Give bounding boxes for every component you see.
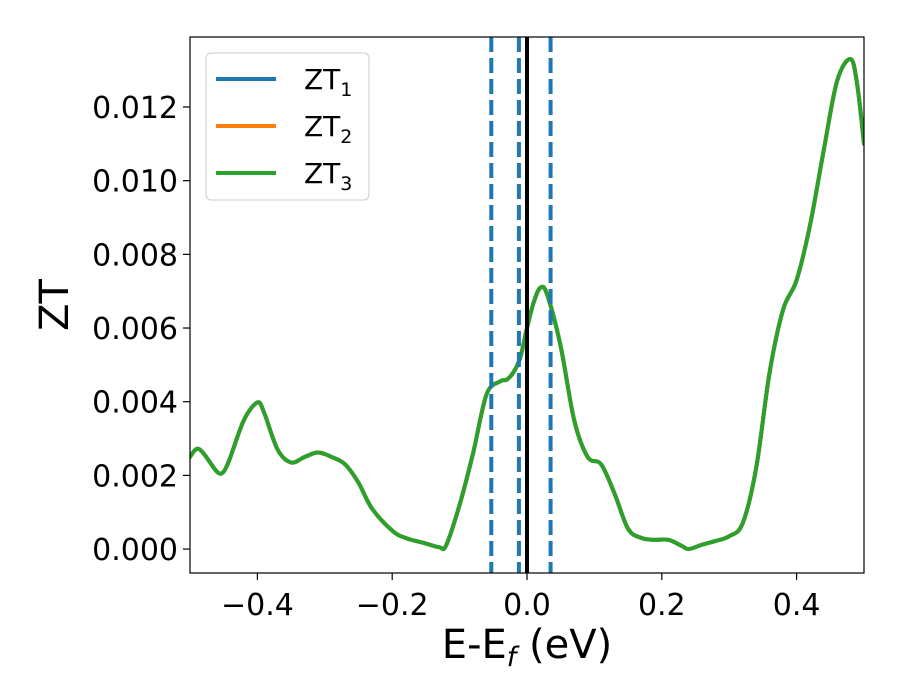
plot-area <box>190 37 864 573</box>
y-axis-label: ZT <box>32 279 78 331</box>
legend-label-zt1: ZT1 <box>304 63 352 101</box>
x-axis-label-rest: (eV) <box>516 622 612 668</box>
y-tick-label: 0.006 <box>92 312 178 347</box>
plot-frame <box>189 36 865 574</box>
tick-group: −0.4 −0.2 0.0 0.2 0.4 0.000 0.002 0.004 0.006 0.0… <box>92 91 820 623</box>
y-tick-label: 0.002 <box>92 459 178 494</box>
y-tick-label: 0.000 <box>92 533 178 568</box>
y-tick-label: 0.004 <box>92 386 178 421</box>
y-tick-label: 0.012 <box>92 91 178 126</box>
legend-label-zt3: ZT3 <box>304 157 352 195</box>
legend-box <box>205 52 370 201</box>
x-tick-label: −0.2 <box>356 588 429 623</box>
x-tick-label: 0.2 <box>638 588 686 623</box>
x-axis-label: E-Ef (eV) <box>442 622 612 673</box>
x-tick-label: 0.0 <box>503 588 551 623</box>
legend-label-zt2: ZT2 <box>304 110 352 148</box>
x-axis-label-main: E-E <box>442 622 507 668</box>
legend: ZT1 ZT2 ZT3 <box>205 52 370 201</box>
y-tick-label: 0.010 <box>92 165 178 200</box>
y-tick-label: 0.008 <box>92 238 178 273</box>
x-tick-label: 0.4 <box>773 588 821 623</box>
x-tick-label: −0.4 <box>221 588 294 623</box>
